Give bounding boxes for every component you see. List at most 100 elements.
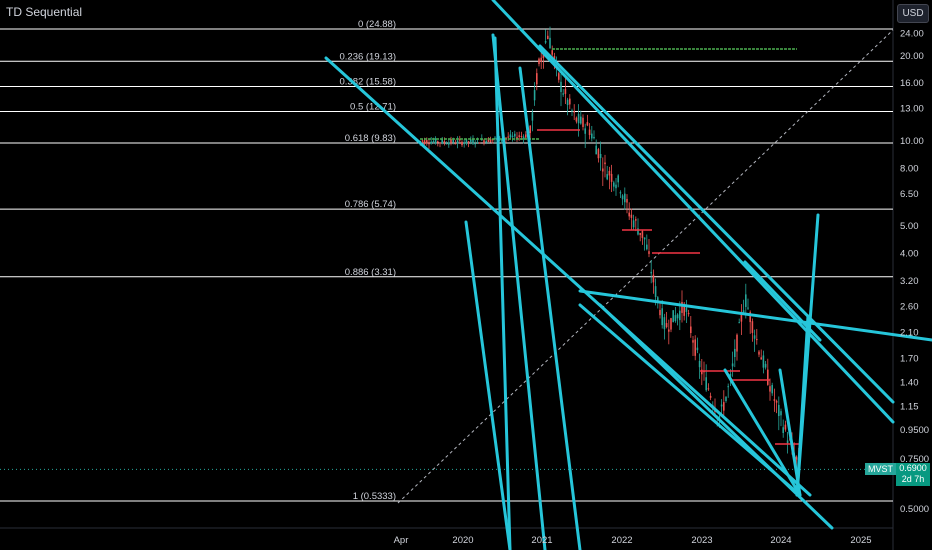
- time-tick-label: 2022: [611, 535, 632, 546]
- price-tick-label: 20.00: [900, 51, 924, 62]
- candle-body: [577, 114, 580, 124]
- price-tick-label: 16.00: [900, 78, 924, 89]
- trendline: [491, 0, 895, 424]
- trendline: [491, 33, 547, 550]
- candle-body: [663, 317, 666, 330]
- candle-body: [485, 140, 487, 143]
- candle-body: [760, 357, 762, 360]
- candle-body: [723, 402, 725, 411]
- candle-body: [525, 134, 527, 138]
- price-tick-label: 0.7500: [900, 454, 929, 465]
- trendline: [538, 44, 895, 404]
- candle-body: [604, 162, 606, 165]
- candle-body: [608, 170, 611, 176]
- time-axis: Apr 2020 2021 2022 2023 2024 2025: [394, 535, 872, 546]
- candle-body: [626, 198, 628, 203]
- bar-countdown: 2d 7h: [901, 474, 925, 484]
- candle-body: [467, 141, 470, 143]
- candle-body: [569, 98, 571, 105]
- candle-body: [465, 139, 468, 144]
- candle-body: [544, 40, 547, 43]
- candle-body: [529, 125, 531, 134]
- candle-body: [597, 149, 600, 159]
- candle-body: [531, 112, 534, 121]
- candle-body: [764, 363, 767, 368]
- candle-body: [423, 140, 426, 144]
- candle-body: [635, 219, 637, 221]
- price-tick-label: 8.00: [900, 163, 919, 174]
- candle-body: [441, 139, 443, 144]
- time-tick-label: Apr: [394, 535, 409, 546]
- candle-body: [610, 173, 613, 182]
- candle-body: [694, 339, 696, 356]
- candle-body: [586, 122, 589, 126]
- candle-body: [549, 37, 551, 49]
- candle-body: [753, 335, 756, 339]
- candle-body: [661, 308, 663, 326]
- candle-body: [738, 322, 740, 324]
- candle-body: [478, 142, 481, 144]
- candle-body: [637, 228, 639, 235]
- candle-body: [621, 195, 624, 200]
- candle-body: [514, 133, 516, 137]
- candle-body: [782, 427, 784, 433]
- candle-body: [632, 220, 635, 228]
- price-tick-label: 0.5000: [900, 504, 929, 515]
- dashed-diagonal: [397, 29, 894, 504]
- candle-body: [518, 135, 520, 137]
- candle-body: [421, 140, 424, 142]
- candle-body: [505, 137, 507, 139]
- candle-body: [652, 274, 655, 283]
- price-tick-label: 6.50: [900, 189, 919, 200]
- candle-body: [562, 93, 564, 95]
- candle-body: [674, 315, 677, 322]
- trendline: [723, 368, 802, 497]
- fib-label: 0.886 (3.31): [345, 267, 396, 278]
- fib-label: 0.236 (19.13): [339, 51, 396, 62]
- candle-body: [641, 230, 644, 238]
- candle-body: [659, 309, 661, 316]
- candle-body: [533, 90, 536, 101]
- candle-body: [511, 135, 514, 138]
- candle-body: [771, 385, 773, 394]
- candle-body: [571, 110, 573, 112]
- candle-body: [775, 400, 778, 403]
- candle-body: [516, 136, 518, 140]
- trendline: [464, 220, 512, 550]
- candle-body: [619, 192, 622, 194]
- candle-body: [745, 294, 747, 307]
- candle-body: [489, 138, 492, 143]
- candle-body: [500, 139, 503, 141]
- candle-body: [430, 141, 432, 144]
- fib-label: 0.5 (12.71): [350, 102, 396, 113]
- price-tick-label: 4.00: [900, 249, 919, 260]
- candle-body: [566, 99, 569, 106]
- candle-body: [692, 340, 694, 343]
- candle-body: [654, 286, 657, 297]
- candle-body: [522, 136, 525, 139]
- candle-body: [751, 321, 754, 333]
- currency-button[interactable]: USD: [897, 4, 929, 23]
- candle-body: [646, 244, 648, 250]
- time-tick-label: 2024: [770, 535, 791, 546]
- candle-body: [679, 310, 681, 321]
- candle-body: [432, 141, 435, 143]
- candle-body: [443, 141, 446, 143]
- candle-body: [509, 134, 512, 138]
- candle-body: [558, 73, 560, 80]
- price-tick-label: 10.00: [900, 136, 924, 147]
- candle-body: [734, 348, 736, 357]
- time-tick-label: 2023: [691, 535, 712, 546]
- last-price: 0.6900: [899, 463, 927, 473]
- time-tick-label: 2025: [850, 535, 871, 546]
- candle-body: [709, 395, 712, 398]
- candle-body: [617, 175, 619, 183]
- price-tick-label: 1.70: [900, 354, 919, 365]
- candle-body: [690, 326, 692, 334]
- indicator-label: TD Sequential: [6, 5, 83, 19]
- candle-body: [595, 145, 597, 155]
- trendline: [795, 314, 810, 497]
- candle-body: [639, 232, 641, 235]
